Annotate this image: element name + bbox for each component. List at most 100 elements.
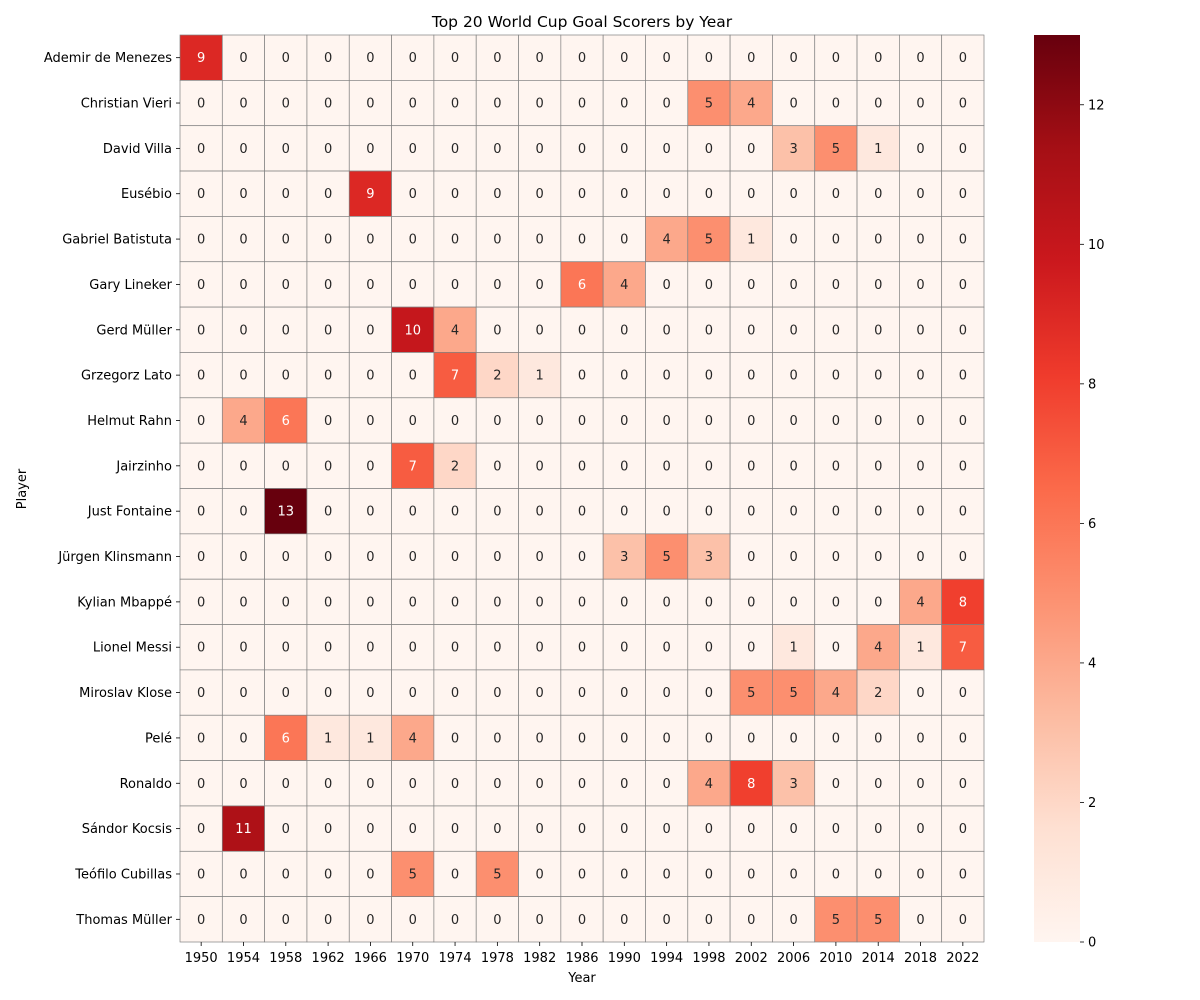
cell-value-label: 0	[197, 550, 205, 565]
cell-value-label: 0	[662, 777, 670, 792]
heatmap-cell	[856, 170, 900, 217]
y-tick-label: Ronaldo	[120, 777, 172, 792]
cell-value-label: 2	[874, 686, 882, 701]
cell-value-label: 0	[916, 686, 924, 701]
heatmap-cell	[518, 216, 562, 263]
heatmap-cell	[899, 352, 943, 399]
cell-value-label: 0	[239, 51, 247, 66]
cell-value-label: 0	[409, 641, 417, 656]
cell-value-label: 0	[916, 505, 924, 520]
cell-value-label: 0	[536, 822, 544, 837]
heatmap-cell	[221, 624, 265, 671]
cell-value-label: 0	[536, 459, 544, 474]
cell-value-label: 0	[239, 641, 247, 656]
x-tick-label: 2010	[819, 951, 852, 966]
cell-value-label: 0	[578, 187, 586, 202]
heatmap-cell	[391, 442, 435, 489]
heatmap-cell	[560, 397, 604, 444]
heatmap-cell	[645, 352, 689, 399]
cell-value-label: 1	[536, 369, 544, 384]
heatmap-cell	[602, 442, 646, 489]
heatmap-cell	[391, 306, 435, 353]
cell-value-label: 0	[874, 233, 882, 248]
cell-value-label: 0	[747, 867, 755, 882]
cell-value-label: 8	[747, 777, 755, 792]
heatmap-cell	[306, 442, 350, 489]
cell-value-label: 0	[451, 142, 459, 157]
heatmap-cell	[518, 669, 562, 716]
heatmap-cell	[179, 760, 223, 807]
heatmap-cell	[941, 624, 985, 671]
cell-value-label: 0	[705, 731, 713, 746]
y-tick-label: Gary Lineker	[89, 278, 172, 293]
heatmap-cell	[264, 533, 308, 580]
y-tick-label: Lionel Messi	[93, 641, 172, 656]
heatmap-cell	[772, 669, 816, 716]
cell-value-label: 0	[832, 867, 840, 882]
cell-value-label: 5	[832, 913, 840, 928]
heatmap-cell	[941, 306, 985, 353]
heatmap-cell	[814, 352, 858, 399]
cell-value-label: 0	[536, 641, 544, 656]
cell-value-label: 0	[536, 867, 544, 882]
cell-value-label: 0	[536, 913, 544, 928]
cell-value-label: 0	[620, 51, 628, 66]
heatmap-cell	[941, 352, 985, 399]
cell-value-label: 0	[662, 686, 670, 701]
heatmap-cell	[856, 533, 900, 580]
cell-value-label: 0	[662, 142, 670, 157]
cell-value-label: 4	[916, 595, 924, 610]
heatmap-cell	[560, 170, 604, 217]
cell-value-label: 0	[324, 822, 332, 837]
heatmap-cell	[856, 352, 900, 399]
cell-value-label: 0	[578, 867, 586, 882]
heatmap-cell	[645, 624, 689, 671]
heatmap-cell	[391, 578, 435, 625]
cell-value-label: 0	[493, 142, 501, 157]
cell-value-label: 0	[789, 414, 797, 429]
cell-value-label: 0	[916, 822, 924, 837]
cell-value-label: 7	[959, 641, 967, 656]
heatmap-cell	[772, 125, 816, 172]
cell-value-label: 6	[578, 278, 586, 293]
heatmap-cell	[518, 850, 562, 897]
cell-value-label: 0	[789, 867, 797, 882]
heatmap-cell	[433, 216, 477, 263]
heatmap-cell	[560, 805, 604, 852]
heatmap-cell	[264, 216, 308, 263]
cell-value-label: 6	[282, 731, 290, 746]
cell-value-label: 0	[620, 595, 628, 610]
heatmap-cell	[899, 714, 943, 761]
heatmap-cell	[560, 79, 604, 127]
y-tick-label: Miroslav Klose	[79, 686, 172, 701]
heatmap-cell	[729, 306, 773, 353]
heatmap-cell	[814, 488, 858, 535]
cell-value-label: 4	[409, 731, 417, 746]
cell-value-label: 0	[705, 686, 713, 701]
cell-value-label: 0	[620, 777, 628, 792]
heatmap-cell	[221, 850, 265, 897]
cell-value-label: 0	[451, 505, 459, 520]
cell-value-label: 0	[916, 459, 924, 474]
cell-value-label: 0	[197, 187, 205, 202]
cell-value-label: 5	[874, 913, 882, 928]
cell-value-label: 4	[874, 641, 882, 656]
cell-value-label: 0	[197, 369, 205, 384]
heatmap-cell	[475, 896, 519, 943]
heatmap-cell	[899, 170, 943, 217]
colorbar-tick-label: 10	[1088, 238, 1105, 253]
cell-value-label: 0	[662, 505, 670, 520]
cell-value-label: 0	[662, 913, 670, 928]
y-tick-label: Jürgen Klinsmann	[57, 550, 172, 565]
cell-value-label: 0	[282, 278, 290, 293]
cell-value-label: 0	[620, 459, 628, 474]
cell-value-label: 0	[239, 459, 247, 474]
heatmap-cell	[179, 533, 223, 580]
heatmap-cell	[264, 34, 308, 81]
heatmap-cell	[221, 125, 265, 172]
y-tick-label: Grzegorz Lato	[81, 369, 172, 384]
cell-value-label: 0	[366, 323, 374, 338]
cell-value-label: 0	[578, 550, 586, 565]
cell-value-label: 0	[662, 867, 670, 882]
